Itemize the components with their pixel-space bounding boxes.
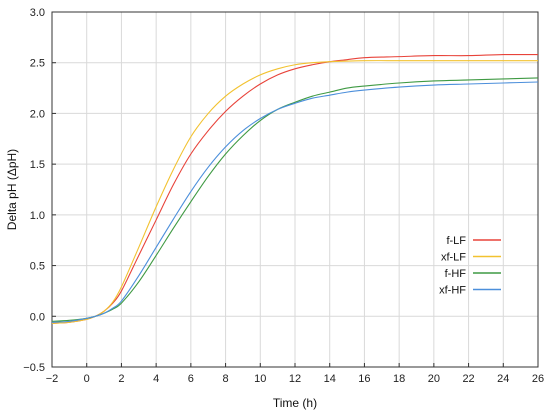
y-tick-label: −0.5 [23, 362, 45, 374]
x-tick-label: 24 [497, 373, 509, 385]
y-tick-label: 3.0 [30, 7, 45, 19]
x-tick-label: 16 [358, 373, 370, 385]
y-tick-label: 2.5 [30, 58, 45, 70]
x-tick-label: 0 [84, 373, 90, 385]
legend-label-f-hf: f-HF [445, 268, 467, 280]
x-tick-label: 14 [324, 373, 336, 385]
y-tick-label: 1.0 [30, 210, 45, 222]
series-line-xf-hf [51, 81, 539, 323]
axis-ticks: −2 0 2 4 6 8 10 12 14 16 18 20 22 24 26−0.50.00.51.01.… [23, 7, 544, 385]
x-tick-label: 2 [118, 373, 124, 385]
x-tick-label: 22 [462, 373, 474, 385]
x-tick-label: 26 [532, 373, 544, 385]
legend-label-xf-lf: xf-LF [441, 252, 466, 264]
y-tick-label: 0.0 [30, 311, 45, 323]
x-tick-label: 4 [153, 373, 159, 385]
legend-label-xf-hf: xf-HF [439, 285, 466, 297]
x-tick-label: 10 [254, 373, 266, 385]
x-tick-label: 6 [188, 373, 194, 385]
y-tick-label: 0.5 [30, 261, 45, 273]
y-axis-label: Delta pH (ΔpH) [5, 149, 19, 230]
x-tick-label: 20 [428, 373, 440, 385]
x-axis-label: Time (h) [273, 396, 317, 410]
legend-label-f-lf: f-LF [446, 235, 466, 247]
x-tick-label: −2 [46, 373, 59, 385]
x-tick-label: 12 [289, 373, 301, 385]
x-tick-label: 8 [223, 373, 229, 385]
legend: f-LF xf-LF f-HF xf-HF [439, 235, 501, 297]
y-tick-label: 1.5 [30, 159, 45, 171]
y-tick-label: 2.0 [30, 108, 45, 120]
x-tick-label: 18 [393, 373, 405, 385]
series-line-xf-lf [51, 60, 538, 324]
series-layer [51, 53, 539, 324]
